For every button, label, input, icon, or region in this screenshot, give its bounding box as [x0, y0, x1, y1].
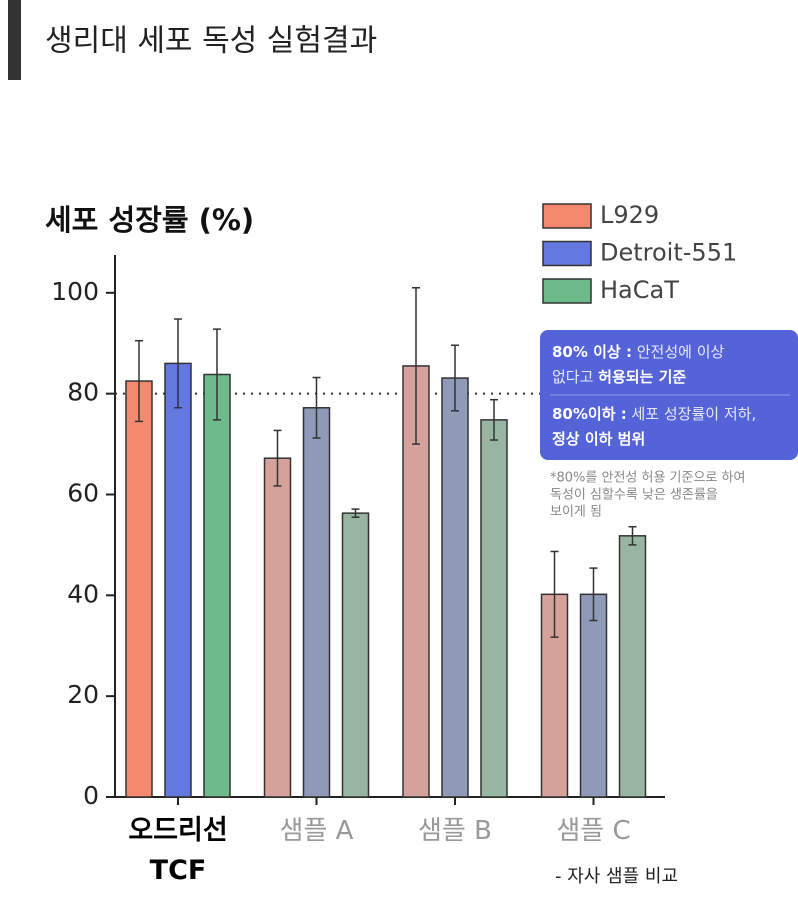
x-tick-label: 오드리선 TCF [128, 815, 227, 886]
annotation-line: 없다고 허용되는 기준 [552, 368, 686, 386]
x-tick-label: 샘플 A [280, 816, 354, 846]
legend-swatch [542, 240, 592, 267]
bar [618, 535, 647, 798]
bar [480, 419, 508, 798]
error-bar [490, 398, 498, 441]
note-line: 독성이 심할수록 낮은 생존률을 [550, 488, 718, 503]
bar [441, 377, 469, 798]
note-line: *80%를 안전성 허용 기준으로 하여 [550, 471, 745, 486]
y-axis-title: 세포 성장률 (%) [45, 203, 254, 237]
annotation-segment: 세포 성장률이 저하, [627, 405, 756, 423]
error-bar [412, 287, 420, 445]
bar [579, 593, 608, 798]
error-bar [550, 550, 559, 638]
annotation-segment: 정상 이하 범위 [552, 430, 645, 448]
footnote: - 자사 샘플 비교 [555, 866, 678, 887]
y-tick-label: 60 [67, 478, 99, 507]
bar [203, 373, 231, 798]
y-tick-label: 0 [83, 781, 99, 810]
legend-label: HaCaT [600, 276, 679, 304]
legend-label: Detroit-551 [600, 239, 737, 267]
bar [125, 380, 153, 798]
y-tick-label: 20 [67, 680, 99, 709]
error-bar [589, 567, 598, 622]
y-tick-label: 40 [67, 579, 99, 608]
legend-swatch [542, 203, 592, 229]
bar [341, 512, 370, 798]
error-bar [135, 339, 143, 423]
error-bar [312, 376, 321, 439]
annotation-segment: 80%이하 : [552, 405, 627, 423]
header-bar [8, 0, 21, 80]
annotation-segment: 80% 이상 : [552, 343, 632, 361]
legend-label: L929 [600, 201, 659, 229]
bar [164, 362, 192, 798]
y-tick-label: 100 [51, 277, 99, 306]
annotation-line: 80%이하 : 세포 성장률이 저하, [552, 405, 756, 423]
annotation-line: 80% 이상 : 안전성에 이상 [552, 343, 724, 361]
error-bar [628, 526, 637, 546]
y-tick-label: 80 [67, 378, 99, 407]
error-bar [451, 344, 459, 412]
page-title: 생리대 세포 독성 실험결과 [45, 24, 377, 59]
x-tick-label: 샘플 C [556, 816, 630, 846]
note-line: 보이게 됨 [550, 505, 602, 520]
annotation-segment: 안전성에 이상 [632, 343, 725, 361]
error-bar [273, 429, 282, 487]
bar [263, 457, 292, 798]
error-bar [351, 508, 360, 518]
annotation-segment: 없다고 [552, 368, 598, 386]
annotation-line: 정상 이하 범위 [552, 430, 645, 448]
legend-swatch [542, 278, 592, 304]
error-bar [213, 328, 221, 421]
bar [302, 407, 331, 798]
annotation-segment: 허용되는 기준 [598, 368, 686, 386]
error-bar [174, 318, 182, 409]
x-tick-label: 샘플 B [418, 816, 492, 846]
